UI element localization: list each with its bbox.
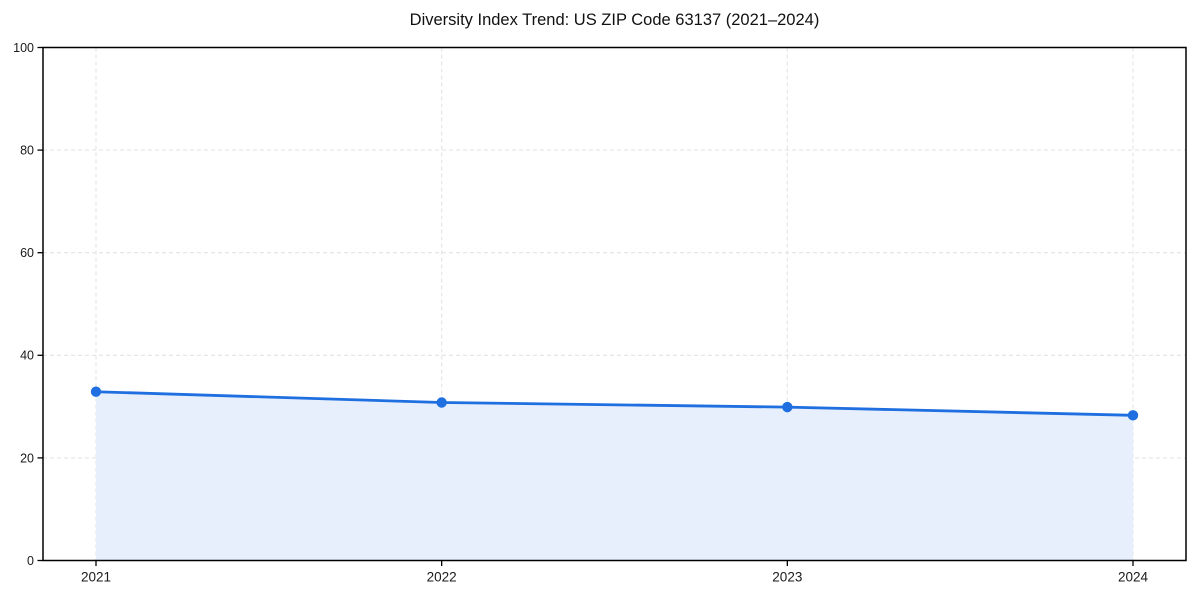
x-tick-label: 2021: [81, 570, 111, 585]
x-tick-label: 2024: [1118, 570, 1149, 585]
axes-frame: [42, 46, 1187, 562]
data-point-marker: [436, 397, 447, 408]
data-point-marker: [1127, 410, 1139, 421]
data-point-marker: [782, 401, 793, 413]
area-fill: [96, 391, 1133, 561]
chart-title: Diversity Index Trend: US ZIP Code 63137…: [409, 11, 820, 29]
y-tick-label: 100: [13, 41, 34, 55]
trend-line: [94, 390, 1135, 417]
x-tick-label: 2022: [427, 570, 457, 585]
y-tick-label: 20: [20, 451, 34, 465]
data-point-marker: [90, 386, 102, 397]
y-tick-label: 80: [20, 143, 34, 157]
y-tick-label: 60: [20, 246, 34, 260]
x-tick-label: 2023: [772, 570, 802, 585]
y-tick-label: 40: [20, 349, 34, 363]
y-tick-label: 0: [27, 554, 34, 568]
